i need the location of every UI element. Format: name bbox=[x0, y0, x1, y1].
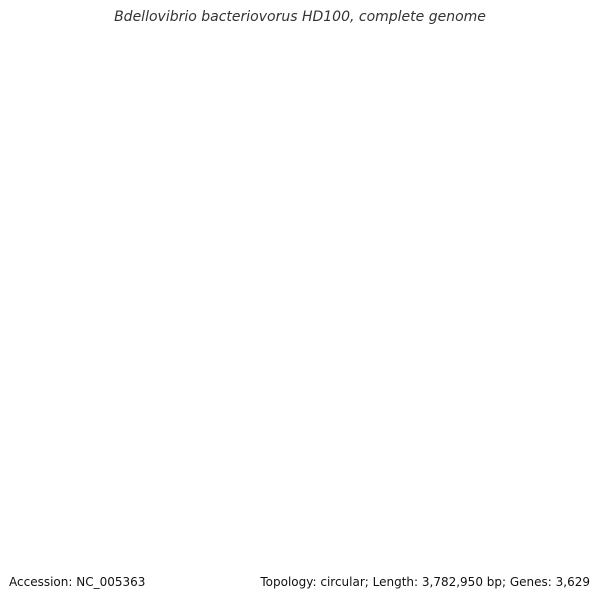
genome-summary: Topology: circular; Length: 3,782,950 bp… bbox=[260, 575, 590, 589]
map-title: Bdellovibrio bacteriovorus HD100, comple… bbox=[114, 9, 486, 25]
accession-label: Accession: NC_005363 bbox=[9, 575, 146, 589]
